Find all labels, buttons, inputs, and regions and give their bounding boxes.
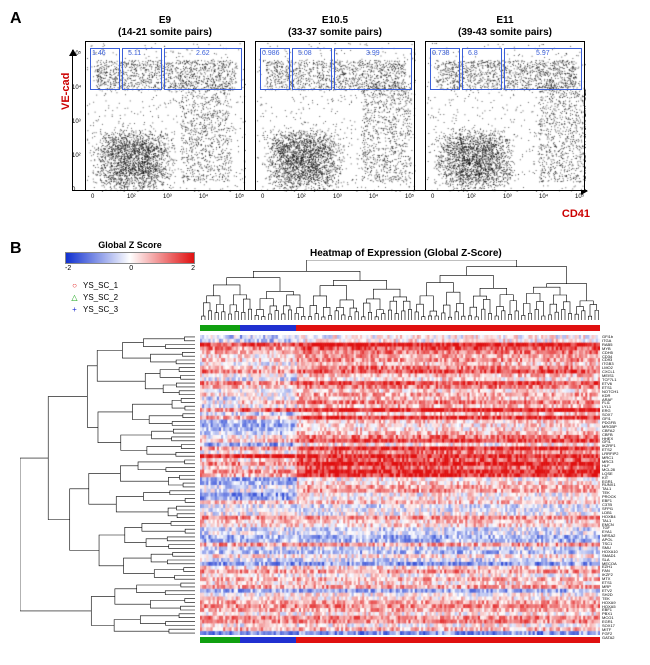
zscore-tick: 2: [191, 265, 195, 272]
sample-symbol: +: [70, 304, 79, 316]
x-tick: 10²: [467, 194, 476, 200]
sample-legend-item: △ YS_SC_2: [70, 292, 118, 304]
x-tick: 10⁵: [575, 194, 584, 200]
sample-group-bar-top: [200, 325, 600, 331]
sample-name: YS_SC_2: [83, 292, 118, 304]
gate-value: 3.99: [366, 50, 380, 57]
sample-symbol: ○: [70, 280, 79, 292]
sample-name: YS_SC_1: [83, 280, 118, 292]
scatter-plot: E9(14-21 somite pairs)1.465.112.62010²10…: [80, 15, 250, 191]
scatter-frame: 1.465.112.62010²10³10⁴10⁵010²10³10⁴10⁵: [85, 41, 245, 191]
group-segment: [200, 325, 240, 331]
group-segment: [240, 637, 296, 643]
scatter-plot: E11(39-43 somite pairs)0.7386.85.97010²1…: [420, 15, 590, 191]
gate-value: 1.46: [92, 50, 106, 57]
panel-a: A VE-cad CD41 E9(14-21 somite pairs) 1.46…: [10, 10, 640, 230]
scatter-frame: 0.9865.083.99010²10³10⁴10⁵: [255, 41, 415, 191]
zscore-tick: 0: [129, 265, 133, 272]
gate-value: 2.62: [196, 50, 210, 57]
gate-value: 0.986: [262, 50, 280, 57]
scatter-title: E10.5(33-37 somite pairs): [250, 15, 420, 39]
gene-label: GATA2: [602, 636, 618, 640]
sample-name: YS_SC_3: [83, 304, 118, 316]
x-tick: 0: [431, 194, 434, 200]
gate-value: 0.738: [432, 50, 450, 57]
y-tick: 10⁵: [72, 51, 81, 57]
x-tick: 10⁴: [369, 194, 378, 200]
y-tick: 0: [72, 187, 75, 193]
sample-symbol: △: [70, 292, 79, 304]
zscore-title: Global Z Score: [60, 240, 200, 250]
scatter-row: E9(14-21 somite pairs)1.465.112.62010²10…: [80, 15, 590, 191]
group-segment: [296, 325, 600, 331]
scatter-plot: E10.5(33-37 somite pairs)0.9865.083.9901…: [250, 15, 420, 191]
scatter-title: E11(39-43 somite pairs): [420, 15, 590, 39]
panel-b-label: B: [10, 240, 22, 258]
sample-legend-item: + YS_SC_3: [70, 304, 118, 316]
row-dendrogram: [20, 335, 195, 635]
y-tick: 10²: [72, 153, 81, 159]
heatmap: [200, 335, 600, 635]
panel-b: B Global Z Score -2 0 2 ○ YS_SC_1 △ YS_SC_2…: [10, 240, 640, 650]
x-tick: 0: [91, 194, 94, 200]
sample-group-bar-bottom: [200, 637, 600, 643]
group-segment: [296, 637, 600, 643]
y-axis-label: VE-cad: [60, 73, 72, 110]
panel-a-label: A: [10, 10, 22, 28]
x-tick: 10³: [503, 194, 512, 200]
x-tick: 0: [261, 194, 264, 200]
zscore-gradient: [65, 252, 195, 264]
gate-value: 5.11: [128, 50, 141, 57]
scatter-title: E9(14-21 somite pairs): [80, 15, 250, 39]
heatmap-title: Heatmap of Expression (Global Z-Score): [310, 248, 502, 259]
scatter-frame: 0.7386.85.97010²10³10⁴10⁵: [425, 41, 585, 191]
zscore-ticks: -2 0 2: [65, 265, 195, 272]
gate-value: 5.97: [536, 50, 550, 57]
sample-legend-item: ○ YS_SC_1: [70, 280, 118, 292]
heatmap-canvas: [200, 335, 600, 635]
zscore-legend: Global Z Score -2 0 2: [60, 240, 200, 272]
y-tick: 10³: [72, 119, 81, 125]
group-segment: [200, 637, 240, 643]
gate-value: 5.08: [298, 50, 312, 57]
column-dendrogram: [200, 260, 600, 320]
sample-legend: ○ YS_SC_1 △ YS_SC_2 + YS_SC_3: [70, 280, 118, 316]
gate-value: 6.8: [468, 50, 478, 57]
y-tick: 10⁴: [72, 85, 81, 91]
x-tick: 10⁴: [539, 194, 548, 200]
group-segment: [240, 325, 296, 331]
x-tick: 10³: [333, 194, 342, 200]
x-axis-label: CD41: [562, 208, 590, 220]
x-tick: 10⁵: [405, 194, 414, 200]
x-tick: 10³: [163, 194, 172, 200]
x-tick: 10⁵: [235, 194, 244, 200]
zscore-tick: -2: [65, 265, 71, 272]
x-tick: 10²: [127, 194, 136, 200]
gene-labels: GFI1bITGARAB5MYBCDH5CD34CD93ITGB3LMO2CXC…: [602, 335, 618, 640]
x-tick: 10²: [297, 194, 306, 200]
x-tick: 10⁴: [199, 194, 208, 200]
